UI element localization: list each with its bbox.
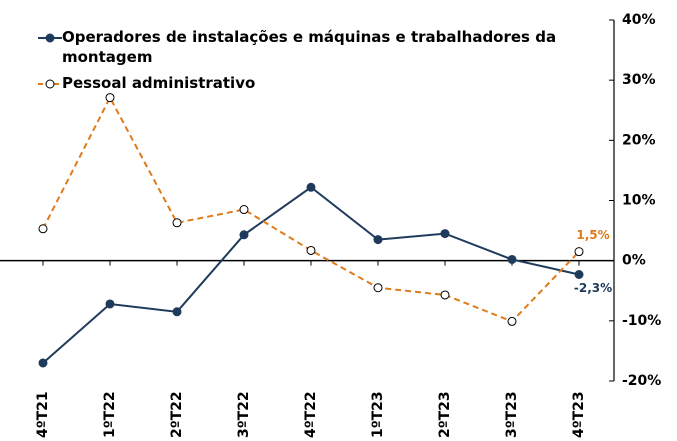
y-tick-label: 20%	[622, 132, 656, 148]
y-tick-label: -10%	[622, 313, 661, 329]
x-tick-label: 4ºT23	[571, 391, 587, 438]
point	[507, 316, 517, 326]
point	[306, 245, 316, 255]
point	[239, 205, 249, 215]
point	[306, 182, 316, 192]
x-tick-label: 1ºT22	[102, 391, 118, 438]
x-tick-label: 1ºT23	[370, 391, 386, 438]
x-tick-label: 2ºT23	[437, 391, 453, 438]
legend-marker	[45, 33, 55, 43]
point	[239, 230, 249, 240]
series-line	[42, 95, 580, 323]
legend-label: Operadores de instalações e máquinas e t…	[62, 28, 557, 66]
point	[38, 224, 48, 234]
x-tick-label: 3ºT23	[504, 391, 520, 438]
y-tick-label: -20%	[622, 373, 661, 389]
y-tick-label: 10%	[622, 193, 656, 209]
point	[105, 93, 115, 103]
point	[373, 283, 383, 293]
point	[440, 229, 450, 239]
x-tick-label: 3ºT22	[236, 391, 252, 438]
x-tick-label: 4ºT21	[35, 391, 51, 438]
legend-label: Pessoal administrativo	[62, 74, 256, 92]
point	[574, 270, 584, 280]
y-tick-label: 40%	[622, 12, 656, 28]
point	[373, 235, 383, 245]
point	[105, 299, 115, 309]
y-tick-label: 0%	[622, 253, 646, 269]
point	[172, 218, 182, 228]
x-tick-label: 4ºT22	[303, 391, 319, 438]
point	[172, 307, 182, 317]
y-tick-label: 30%	[622, 72, 656, 88]
point	[38, 358, 48, 368]
point	[440, 290, 450, 300]
data-label: -2,3%	[574, 281, 612, 295]
x-tick-label: 2ºT22	[169, 391, 185, 438]
series-line	[42, 186, 580, 364]
point	[507, 254, 517, 264]
point	[574, 247, 584, 257]
data-label: 1,5%	[576, 228, 609, 242]
legend-marker	[45, 79, 55, 89]
